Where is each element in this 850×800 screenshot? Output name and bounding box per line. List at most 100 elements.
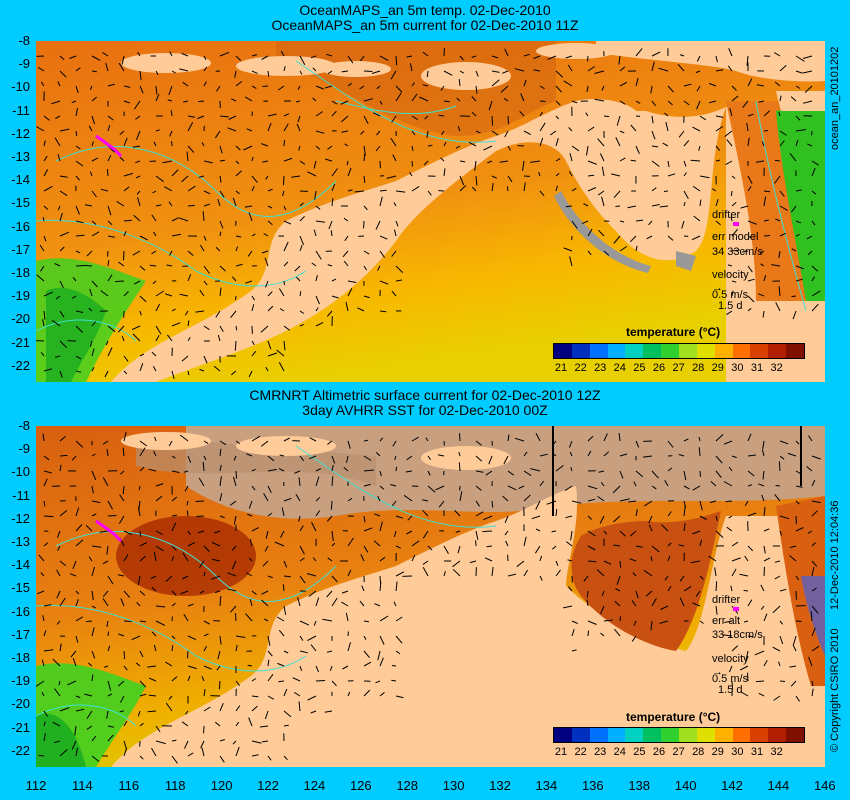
drifter-marker-icon <box>733 607 739 611</box>
lat-tick-label: -13 <box>11 149 30 164</box>
legend-velocity: velocity <box>712 653 749 665</box>
lat-tick-label: -9 <box>18 441 30 457</box>
colorbar-tick-label: 28 <box>692 362 705 374</box>
lat-tick-label: -10 <box>11 464 30 480</box>
lon-tick-label: 114 <box>72 778 93 793</box>
arrow-scale-icon: → <box>712 282 723 294</box>
legend-drifter: drifter <box>712 594 741 606</box>
lat-tick-label: -15 <box>11 580 30 596</box>
lat-tick-label: -13 <box>11 534 30 549</box>
colorbar-tick-label: 28 <box>692 746 705 758</box>
colorbar-tick-label: 24 <box>613 362 626 374</box>
bottom-colorbar <box>553 727 805 743</box>
lon-tick-label: 124 <box>303 778 326 793</box>
lat-tick-label: -8 <box>18 418 30 433</box>
legend-err-value: 33 18cm/s <box>712 629 763 641</box>
lat-tick-label: -16 <box>11 603 30 619</box>
colorbar-tick-label: 29 <box>711 362 724 374</box>
lat-tick-label: -17 <box>11 241 30 257</box>
lat-tick-label: -20 <box>11 311 30 327</box>
lat-tick-label: -15 <box>11 195 30 211</box>
legend-drifter: drifter <box>712 209 741 221</box>
lat-tick-label: -18 <box>11 265 30 280</box>
drifter-track <box>95 134 123 158</box>
lon-tick-label: 112 <box>25 778 47 793</box>
colorbar-tick-label: 27 <box>672 362 685 374</box>
lat-tick-label: -12 <box>11 125 30 141</box>
lat-tick-label: -19 <box>11 288 30 304</box>
colorbar-tick-label: 31 <box>750 746 764 758</box>
top-map-panel[interactable] <box>36 41 825 382</box>
colorbar-tick-label: 21 <box>554 746 568 758</box>
lat-tick-label: -11 <box>12 102 30 118</box>
colorbar-tick-label: 22 <box>574 362 587 374</box>
arrow-scale-icon: → <box>712 666 723 678</box>
lon-tick-label: 146 <box>813 778 836 793</box>
top-colorbar <box>553 343 805 359</box>
colorbar-tick-label: 22 <box>574 746 587 758</box>
colorbar-tick-label: 26 <box>652 362 666 374</box>
bottom-map-panel[interactable] <box>36 426 825 767</box>
legend-scale: 0.5 m/s <box>712 289 749 301</box>
colorbar-tick-label: 25 <box>633 362 646 374</box>
lat-tick-label: -10 <box>11 79 30 95</box>
lat-tick-label: -8 <box>18 33 30 48</box>
drifter-marker-icon <box>733 222 739 226</box>
legend-err: err alt <box>712 615 741 627</box>
lon-tick-label: 138 <box>628 778 651 793</box>
legend-days: 1.5 d <box>718 300 743 312</box>
top-title-line1: OceanMAPS_an 5m temp. 02-Dec-2010 <box>299 2 551 18</box>
legend-err-value: 34 33cm/s <box>712 246 763 258</box>
legend-velocity: velocity <box>712 269 749 281</box>
colorbar-tick-label: 24 <box>613 746 626 758</box>
colorbar-tick-label: 31 <box>750 362 764 374</box>
bottom-side-label: 12-Dec-2010 12:04:36 <box>829 500 841 610</box>
colorbar-tick-label: 32 <box>770 362 783 374</box>
lon-tick-label: 116 <box>118 778 140 793</box>
velocity-arrows <box>36 48 821 380</box>
lat-tick-label: -16 <box>11 218 30 234</box>
legend-err: err model <box>712 231 759 243</box>
velocity-arrows-bottom <box>36 431 821 764</box>
lon-tick-label: 118 <box>164 778 186 793</box>
bottom-title-line2: 3day AVHRR SST for 02-Dec-2010 00Z <box>302 402 548 418</box>
lon-tick-label: 120 <box>210 778 233 793</box>
colorbar-tick-label: 26 <box>652 746 666 758</box>
bottom-map <box>36 426 825 767</box>
copyright: © Copyright CSIRO 2010 <box>829 628 841 752</box>
lon-tick-label: 136 <box>581 778 604 793</box>
lat-tick-label: -11 <box>12 487 30 503</box>
colorbar-tick-label: 27 <box>672 746 685 758</box>
lon-tick-label: 126 <box>349 778 372 793</box>
colorbar-tick-label: 23 <box>594 362 607 374</box>
lon-tick-label: 122 <box>257 778 279 793</box>
legend-days: 1.5 d <box>718 684 743 696</box>
lon-tick-label: 140 <box>674 778 697 793</box>
colorbar-tick-label: 21 <box>554 362 568 374</box>
bottom-title-line1: CMRNRT Altimetric surface current for 02… <box>249 387 601 403</box>
top-side-label: ocean_an_20101202 <box>829 46 841 150</box>
lat-tick-label: -19 <box>11 673 30 689</box>
lon-tick-label: 144 <box>767 778 790 793</box>
lat-tick-label: -21 <box>11 334 30 350</box>
colorbar-tick-label: 30 <box>731 362 744 374</box>
lat-tick-label: -14 <box>11 557 30 573</box>
colorbar-tick-label: 25 <box>633 746 646 758</box>
lon-tick-label: 134 <box>535 778 558 793</box>
colorbar-tick-label: 29 <box>711 746 724 758</box>
colorbar-tick-label: 30 <box>731 746 744 758</box>
lat-tick-label: -22 <box>11 742 30 758</box>
lat-tick-label: -14 <box>11 172 30 188</box>
top-title-line2: OceanMAPS_an 5m current for 02-Dec-2010 … <box>271 17 579 33</box>
bottom-colorbar-title: temperature (°C) <box>626 710 721 724</box>
colorbar-tick-label: 32 <box>770 746 783 758</box>
lon-tick-label: 132 <box>489 778 511 793</box>
top-map <box>36 41 825 382</box>
lat-tick-label: -9 <box>18 56 30 72</box>
lon-tick-label: 142 <box>721 778 743 793</box>
lon-tick-label: 128 <box>396 778 419 793</box>
lon-tick-label: 130 <box>442 778 465 793</box>
lat-tick-label: -12 <box>11 510 30 526</box>
lat-tick-label: -17 <box>11 626 30 642</box>
drifter-track-bottom <box>95 519 123 543</box>
